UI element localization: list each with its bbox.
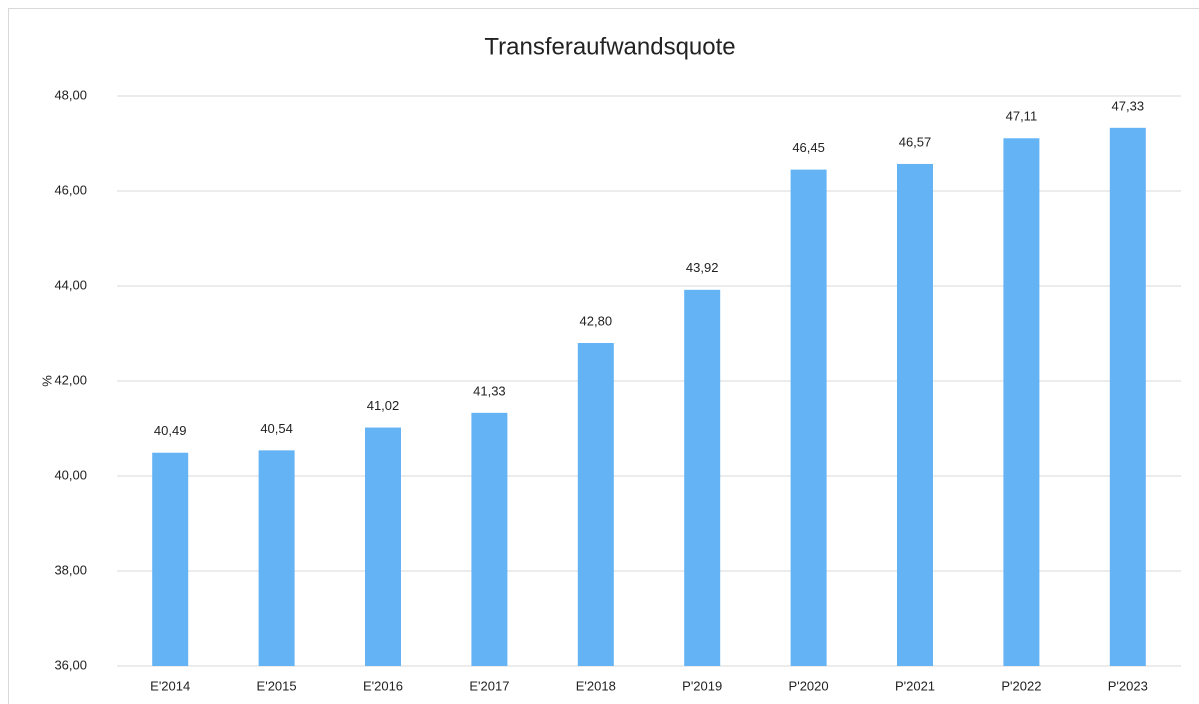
y-tick-label: 46,00	[54, 182, 87, 197]
x-tick-label: P'2021	[895, 678, 935, 693]
y-tick-label: 36,00	[54, 657, 87, 672]
data-label: 41,33	[473, 383, 506, 398]
bar	[790, 169, 827, 666]
bar	[365, 427, 401, 666]
chart-border	[8, 8, 1199, 704]
data-label: 47,33	[1112, 98, 1145, 113]
bar	[1109, 127, 1146, 666]
x-tick-label: E'2017	[469, 678, 509, 693]
data-label: 42,80	[580, 313, 613, 328]
x-tick-label: P'2020	[789, 678, 829, 693]
bar	[684, 289, 721, 666]
data-label: 41,02	[367, 398, 400, 413]
x-tick-label: E'2018	[576, 678, 616, 693]
bar	[577, 343, 614, 666]
x-tick-label: P'2019	[682, 678, 722, 693]
bar	[258, 450, 295, 666]
x-tick-label: E'2014	[150, 678, 190, 693]
y-tick-label: 42,00	[54, 372, 87, 387]
data-label: 43,92	[686, 260, 719, 275]
data-label: 40,54	[260, 421, 293, 436]
bar	[152, 452, 189, 666]
y-tick-label: 48,00	[54, 87, 87, 102]
y-tick-label: 40,00	[54, 467, 87, 482]
bar	[471, 412, 508, 666]
bar	[897, 163, 933, 667]
data-label: 47,11	[1006, 109, 1038, 124]
data-label: 46,57	[899, 134, 932, 149]
data-label: 46,45	[792, 140, 825, 155]
y-axis-label: %	[39, 375, 54, 387]
x-tick-label: P'2023	[1108, 678, 1148, 693]
chart-title: Transferaufwandsquote	[484, 33, 735, 60]
x-tick-label: E'2016	[363, 678, 403, 693]
data-label: 40,49	[154, 423, 187, 438]
x-tick-label: P'2022	[1001, 678, 1041, 693]
bar	[1003, 138, 1040, 666]
y-tick-label: 38,00	[54, 562, 87, 577]
y-tick-label: 44,00	[54, 277, 87, 292]
x-tick-label: E'2015	[257, 678, 297, 693]
